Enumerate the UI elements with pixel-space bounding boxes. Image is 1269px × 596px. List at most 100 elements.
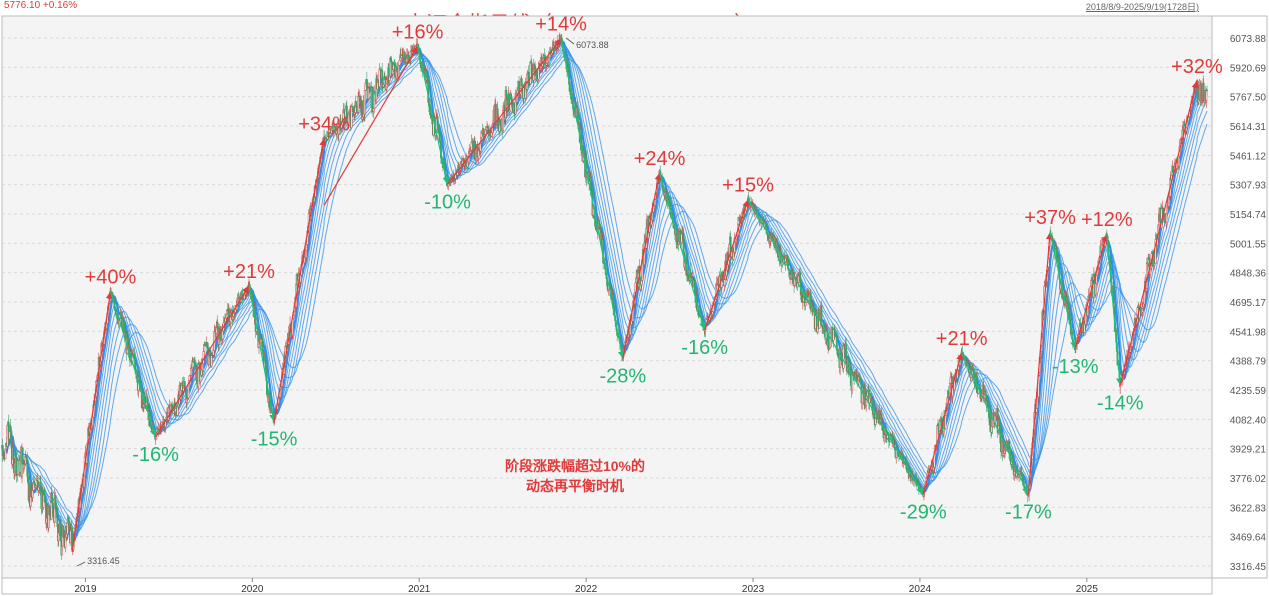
swing-label: +21%: [936, 328, 988, 350]
ma-line: [1, 54, 1208, 528]
candle-body: [1094, 283, 1097, 296]
swing-arrow: [704, 199, 750, 330]
swing-label: -17%: [1005, 501, 1052, 523]
y-tick-label: 4848.36: [1230, 269, 1267, 280]
x-tick-label: 2023: [742, 584, 765, 595]
swing-arrow: [416, 46, 450, 185]
swing-label: +32%: [1171, 56, 1223, 78]
candle-body: [869, 393, 872, 397]
annotation-text: 阶段涨跌幅超过10%的 动态再平衡时机: [440, 456, 710, 496]
swing-arrow: [155, 285, 250, 438]
candle-body: [363, 90, 366, 115]
candle-body: [799, 271, 802, 282]
extreme-pointer: [565, 37, 575, 45]
swing-arrow: [71, 291, 113, 553]
swing-label: +34%: [298, 113, 350, 135]
swing-label: +21%: [223, 261, 275, 283]
extreme-pointer: [76, 561, 86, 567]
y-tick-label: 4695.17: [1230, 298, 1267, 309]
swing-label: +12%: [1081, 209, 1133, 231]
swing-label: +16%: [392, 21, 444, 43]
swing-arrow: [447, 38, 562, 185]
candle-body: [944, 415, 947, 429]
candle-body: [29, 496, 32, 507]
swing-label: -28%: [600, 366, 647, 388]
swing-arrow: [961, 352, 1029, 495]
last-price-readout: 5776.10 +0.16%: [4, 0, 78, 11]
y-tick-label: 5154.74: [1230, 210, 1267, 221]
y-tick-label: 3469.64: [1230, 533, 1267, 544]
y-tick-label: 5001.55: [1230, 239, 1267, 250]
swing-label: +14%: [535, 14, 587, 36]
candle-body: [1, 444, 4, 456]
ma-line: [1, 48, 1208, 536]
x-tick-label: 2025: [1076, 584, 1099, 595]
swing-label: -13%: [1052, 356, 1099, 378]
y-tick-label: 4235.59: [1230, 386, 1267, 397]
y-tick-label: 5767.50: [1230, 93, 1267, 104]
swing-arrow: [109, 291, 157, 438]
y-tick-label: 5307.93: [1230, 181, 1267, 192]
swing-label: +40%: [85, 267, 137, 289]
candle-body: [984, 391, 987, 396]
swing-label: +24%: [634, 148, 686, 170]
annotation-line-2: 动态再平衡时机: [526, 478, 624, 494]
swing-label: -15%: [251, 429, 298, 451]
y-tick-label: 5920.69: [1230, 63, 1267, 74]
swing-arrow: [323, 46, 419, 206]
swing-arrow: [622, 172, 662, 359]
y-tick-label: 5461.12: [1230, 151, 1267, 162]
x-tick-label: 2019: [74, 584, 97, 595]
y-tick-label: 4541.98: [1230, 327, 1267, 338]
x-tick-label: 2024: [909, 584, 932, 595]
y-tick-label: 4388.79: [1230, 357, 1267, 368]
swing-arrow: [1106, 234, 1124, 386]
swing-label: -16%: [681, 337, 728, 359]
y-tick-label: 3622.83: [1230, 503, 1267, 514]
candle-body: [1206, 89, 1208, 92]
extreme-label: 3316.45: [87, 556, 120, 566]
swing-arrow: [747, 199, 924, 495]
x-axis-panel: [1, 577, 1213, 595]
swing-arrow: [1049, 232, 1078, 350]
y-axis-panel: [1211, 15, 1268, 579]
swing-arrow: [560, 38, 626, 359]
swing-arrow: [1119, 80, 1199, 386]
x-tick-label: 2021: [408, 584, 431, 595]
candle-body: [71, 527, 74, 543]
swing-label: +37%: [1024, 207, 1076, 229]
candle-body: [189, 368, 192, 376]
ma-line: [1, 57, 1208, 523]
swing-arrow: [248, 285, 277, 422]
y-tick-label: 3929.21: [1230, 445, 1267, 456]
candle-body: [398, 60, 401, 66]
y-tick-label: 6073.88: [1230, 34, 1267, 45]
swing-arrow: [922, 352, 964, 495]
candle-body: [187, 385, 190, 399]
swing-arrow: [1074, 233, 1109, 350]
y-tick-label: 3316.45: [1230, 562, 1267, 573]
swing-label: +15%: [722, 175, 774, 197]
ma-line: [1, 50, 1208, 531]
x-tick-label: 2020: [241, 584, 264, 595]
swing-label: -10%: [424, 191, 471, 213]
candle-body: [188, 375, 191, 381]
swing-label: -29%: [900, 501, 947, 523]
y-tick-label: 3776.02: [1230, 474, 1267, 485]
candle-body: [381, 70, 384, 87]
x-tick-label: 2022: [575, 584, 598, 595]
swing-arrow: [1027, 232, 1054, 495]
swing-label: -14%: [1097, 392, 1144, 414]
annotation-line-1: 阶段涨跌幅超过10%的: [504, 458, 646, 474]
candle-body: [91, 424, 94, 428]
y-tick-label: 4082.40: [1230, 415, 1267, 426]
candle-body: [8, 431, 11, 440]
swing-arrow: [658, 172, 707, 330]
swing-label: -16%: [132, 444, 179, 466]
extreme-label: 6073.88: [576, 40, 609, 50]
date-range-label[interactable]: 2018/8/9-2025/9/19(1728日): [1085, 2, 1199, 12]
y-tick-label: 5614.31: [1230, 122, 1267, 133]
swing-arrow: [273, 138, 327, 422]
